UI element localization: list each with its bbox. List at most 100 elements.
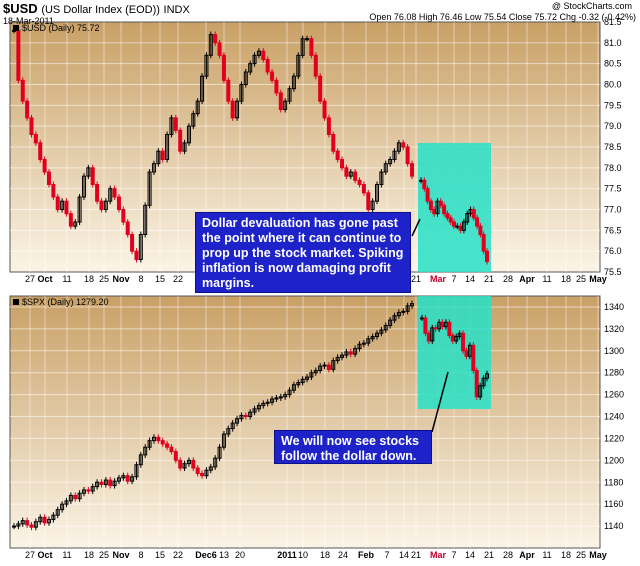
- hist-candle: [353, 348, 358, 355]
- hist-candle: [51, 184, 56, 198]
- hist-candle: [366, 192, 371, 210]
- hist-candle: [64, 200, 69, 215]
- hist-candle: [12, 525, 16, 528]
- hist-candle: [55, 509, 60, 516]
- hist-candle: [335, 356, 340, 362]
- hist-candle: [226, 79, 231, 102]
- y-tick-label: 77.5: [604, 184, 622, 194]
- x-tick-label: Mar: [430, 274, 447, 284]
- x-tick-label: 18: [84, 550, 94, 560]
- hist-candle: [60, 503, 65, 511]
- x-tick-label: 2011: [277, 550, 297, 560]
- chart-symbol-title: $USD (US Dollar Index (EOD)) INDX: [3, 1, 190, 16]
- hist-candle: [191, 113, 196, 127]
- x-tick-label: 25: [99, 274, 109, 284]
- x-tick-label: 18: [561, 274, 571, 284]
- y-tick-label: 1200: [604, 455, 624, 465]
- y-tick-label: 1320: [604, 324, 624, 334]
- hist-candle: [348, 351, 353, 355]
- hist-candle: [274, 397, 279, 400]
- y-tick-label: 78.0: [604, 163, 622, 173]
- recent-candle: [422, 179, 427, 190]
- recent-candle: [485, 250, 489, 263]
- recent-candle: [438, 200, 443, 206]
- recent-candle: [461, 332, 466, 352]
- hist-candle: [401, 142, 406, 148]
- x-tick-label: 22: [173, 550, 183, 560]
- hist-candle: [103, 479, 108, 485]
- hist-candle: [81, 175, 86, 198]
- x-tick-label: 21: [411, 274, 421, 284]
- stocks-callout: We will now see stocks follow the dollar…: [274, 430, 432, 464]
- hist-candle: [95, 481, 100, 488]
- hist-candle: [256, 50, 261, 56]
- hist-candle: [335, 150, 340, 161]
- hist-candle: [318, 365, 323, 372]
- hist-candle: [208, 34, 213, 56]
- recent-candle: [485, 373, 489, 379]
- y-tick-label: 1240: [604, 412, 624, 422]
- recent-candle: [455, 225, 460, 228]
- hist-candle: [331, 360, 336, 370]
- hist-candle: [396, 142, 401, 152]
- x-tick-label: 28: [503, 550, 513, 560]
- hist-candle: [178, 459, 183, 469]
- recent-candle: [481, 377, 486, 387]
- recent-candle: [471, 209, 476, 219]
- hist-candle: [200, 75, 205, 102]
- x-tick-label: 25: [99, 550, 109, 560]
- y-tick-label: 1300: [604, 346, 624, 356]
- hist-candle: [95, 184, 100, 202]
- hist-candle: [178, 129, 183, 152]
- y-tick-label: 1280: [604, 368, 624, 378]
- hist-candle: [29, 117, 34, 136]
- hist-candle: [103, 200, 108, 211]
- hist-candle: [38, 142, 43, 160]
- hist-candle: [278, 92, 283, 111]
- x-tick-label: Mar: [430, 550, 447, 560]
- x-tick-label: 27: [25, 274, 35, 284]
- hist-candle: [344, 351, 349, 356]
- x-tick-label: 11: [62, 274, 71, 284]
- hist-candle: [182, 463, 187, 469]
- hist-candle: [121, 475, 126, 479]
- series-legend: $USD (Daily) 75.72: [22, 23, 100, 33]
- hist-candle: [116, 477, 121, 482]
- hist-candle: [42, 516, 47, 524]
- hist-candle: [296, 382, 301, 386]
- hist-candle: [361, 184, 366, 194]
- hist-candle: [195, 467, 200, 474]
- hist-candle: [16, 29, 21, 81]
- hist-candle: [221, 54, 226, 81]
- hist-candle: [278, 396, 283, 399]
- hist-candle: [64, 500, 69, 505]
- hist-candle: [77, 196, 82, 223]
- recent-candle: [464, 350, 469, 357]
- index-name: (US Dollar Index (EOD)): [41, 4, 160, 16]
- hist-candle: [46, 171, 51, 185]
- hist-candle: [230, 100, 235, 119]
- hist-candle: [388, 159, 393, 165]
- recent-candle: [452, 221, 456, 227]
- symbol: $USD: [3, 1, 38, 16]
- y-tick-label: 1260: [604, 390, 624, 400]
- hist-candle: [239, 414, 244, 420]
- hist-candle: [130, 234, 135, 252]
- hist-candle: [309, 38, 314, 56]
- hist-candle: [99, 200, 104, 211]
- y-tick-label: 79.0: [604, 121, 622, 131]
- hist-candle: [160, 150, 165, 161]
- hist-candle: [33, 134, 38, 144]
- hist-candle: [230, 422, 235, 430]
- hist-candle: [73, 494, 78, 500]
- hist-candle: [86, 167, 91, 177]
- y-tick-label: 77.0: [604, 205, 622, 215]
- hist-candle: [99, 481, 104, 485]
- hist-candle: [81, 489, 86, 494]
- y-tick-label: 75.5: [604, 267, 622, 277]
- hist-candle: [248, 63, 253, 73]
- hist-candle: [130, 476, 135, 482]
- y-tick-label: 1220: [604, 433, 624, 443]
- x-tick-label: 18: [320, 550, 330, 560]
- hist-candle: [283, 394, 288, 398]
